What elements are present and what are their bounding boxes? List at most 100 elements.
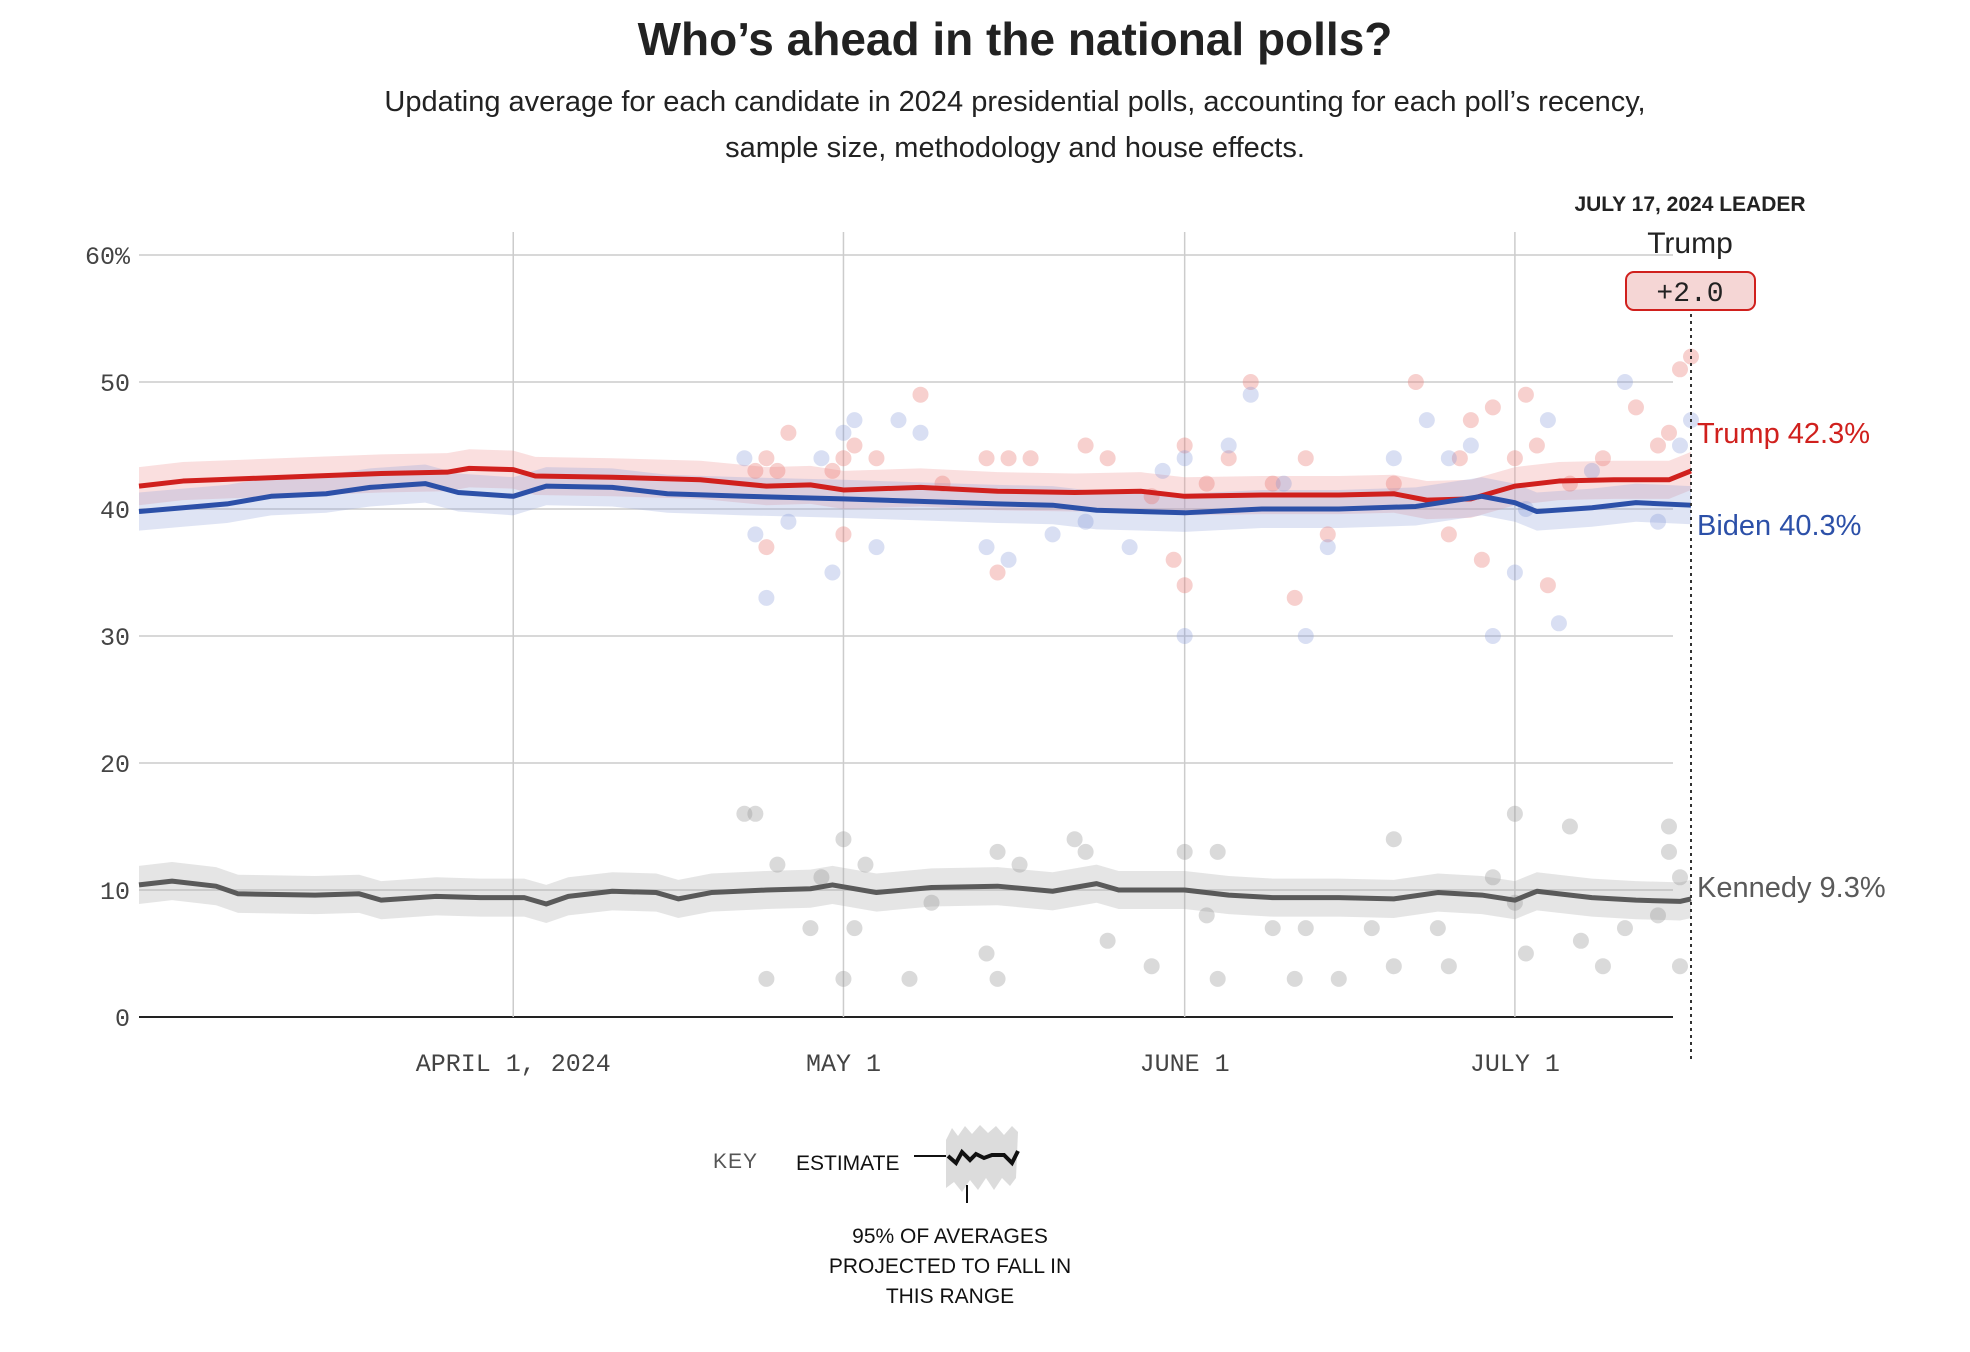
biden-poll-point	[1176, 628, 1193, 644]
kennedy-poll-point	[1011, 856, 1028, 873]
biden-poll-point	[1484, 628, 1501, 644]
trump-poll-point	[978, 450, 995, 467]
kennedy-poll-point	[1506, 805, 1523, 822]
trump-poll-point	[1517, 386, 1534, 403]
kennedy-poll-point	[1649, 907, 1666, 924]
biden-poll-point	[1440, 450, 1457, 467]
trump-poll-point	[824, 462, 841, 479]
kennedy-poll-point	[923, 894, 940, 911]
kennedy-poll-point	[1264, 920, 1281, 937]
trump-poll-point	[1099, 450, 1116, 467]
trump-poll-point	[1528, 437, 1545, 454]
trump-poll-point	[1561, 475, 1578, 492]
biden-poll-point	[813, 450, 830, 467]
chart-subtitle-line-1: Updating average for each candidate in 2…	[384, 86, 1646, 118]
y-tick-label: 20	[100, 751, 130, 780]
biden-poll-point	[1671, 437, 1688, 454]
y-tick-label: 60%	[85, 243, 131, 272]
trump-poll-point	[1407, 374, 1424, 390]
trump-poll-point	[1319, 526, 1336, 543]
biden-poll-point	[1539, 412, 1556, 429]
kennedy-poll-point	[1099, 932, 1116, 949]
kennedy-poll-point	[1671, 869, 1688, 886]
kennedy-poll-point	[736, 805, 753, 822]
biden-poll-point	[1550, 615, 1567, 632]
trump-poll-point	[758, 450, 775, 467]
trump-poll-point	[1660, 424, 1677, 441]
biden-poll-point	[835, 424, 852, 441]
trump-poll-point	[1539, 577, 1556, 594]
biden-poll-point	[1616, 374, 1633, 390]
chart-title: Who’s ahead in the national polls?	[637, 13, 1393, 65]
trump-poll-point	[868, 450, 885, 467]
kennedy-poll-point	[1561, 818, 1578, 835]
trump-poll-point	[1473, 551, 1490, 568]
key-range-note-line-2: PROJECTED TO FALL IN	[828, 1255, 1072, 1278]
biden-average-line	[138, 481, 1692, 516]
kennedy-poll-point	[1066, 831, 1083, 848]
biden-poll-point	[1297, 628, 1314, 644]
kennedy-poll-point	[1209, 843, 1226, 860]
biden-poll-point	[824, 564, 841, 581]
y-tick-label: 30	[100, 624, 130, 653]
kennedy-poll-point	[978, 945, 995, 962]
kennedy-poll-point	[758, 970, 775, 987]
kennedy-poll-point	[1660, 818, 1677, 835]
biden-poll-point	[1385, 450, 1402, 467]
biden-poll-point	[1275, 475, 1292, 492]
kennedy-poll-point	[1671, 958, 1688, 975]
trump-poll-point	[758, 539, 775, 556]
key-label: KEY	[713, 1150, 759, 1173]
trump-poll-point	[1220, 450, 1237, 467]
kennedy-poll-point	[1484, 869, 1501, 886]
biden-poll-point	[868, 539, 885, 556]
x-tick-label: JUNE 1	[1140, 1050, 1230, 1079]
biden-poll-point	[1220, 437, 1237, 454]
trump-poll-point	[1165, 551, 1182, 568]
kennedy-poll-point	[901, 970, 918, 987]
biden-poll-point	[736, 450, 753, 467]
leader-heading: JULY 17, 2024 LEADER	[1574, 193, 1805, 216]
x-tick-label: MAY 1	[806, 1050, 881, 1079]
biden-poll-point	[1583, 462, 1600, 479]
biden-poll-point	[1506, 564, 1523, 581]
kennedy-average-line	[138, 878, 1692, 907]
y-tick-label: 40	[100, 497, 130, 526]
trump-poll-point	[1385, 475, 1402, 492]
trump-poll-point	[1594, 450, 1611, 467]
kennedy-poll-point	[835, 970, 852, 987]
biden-poll-point	[1176, 450, 1193, 467]
biden-poll-point	[780, 513, 797, 530]
trump-poll-point	[1022, 450, 1039, 467]
biden-poll-point	[1154, 462, 1171, 479]
kennedy-poll-point	[1385, 958, 1402, 975]
trump-poll-point	[1198, 475, 1215, 492]
kennedy-poll-point	[1143, 958, 1160, 975]
kennedy-poll-point	[1297, 920, 1314, 937]
biden-poll-point	[978, 539, 995, 556]
trump-poll-point	[1242, 374, 1259, 390]
trump-poll-point	[835, 526, 852, 543]
kennedy-poll-point	[1330, 970, 1347, 987]
trump-poll-point	[780, 424, 797, 441]
leader-margin: +2.0	[1656, 279, 1723, 310]
biden-confidence-band	[139, 464, 1691, 532]
trump-poll-point	[1286, 589, 1303, 606]
biden-poll-point	[1649, 513, 1666, 530]
biden-poll-point	[1121, 539, 1138, 556]
leader-margin-badge	[1625, 271, 1756, 311]
kennedy-poll-point	[1385, 831, 1402, 848]
kennedy-poll-point	[1209, 970, 1226, 987]
leader-name: Trump	[1647, 227, 1733, 260]
key-range-note-line-3: THIS RANGE	[885, 1285, 1015, 1308]
kennedy-poll-point	[989, 970, 1006, 987]
kennedy-confidence-band	[139, 862, 1691, 924]
trump-poll-point	[1451, 450, 1468, 467]
kennedy-poll-point	[1572, 932, 1589, 949]
biden-poll-point	[912, 424, 929, 441]
kennedy-poll-point	[1198, 907, 1215, 924]
kennedy-poll-point	[1440, 958, 1457, 975]
kennedy-poll-point	[1517, 945, 1534, 962]
biden-poll-point	[890, 412, 907, 429]
trump-poll-point	[1627, 399, 1644, 416]
